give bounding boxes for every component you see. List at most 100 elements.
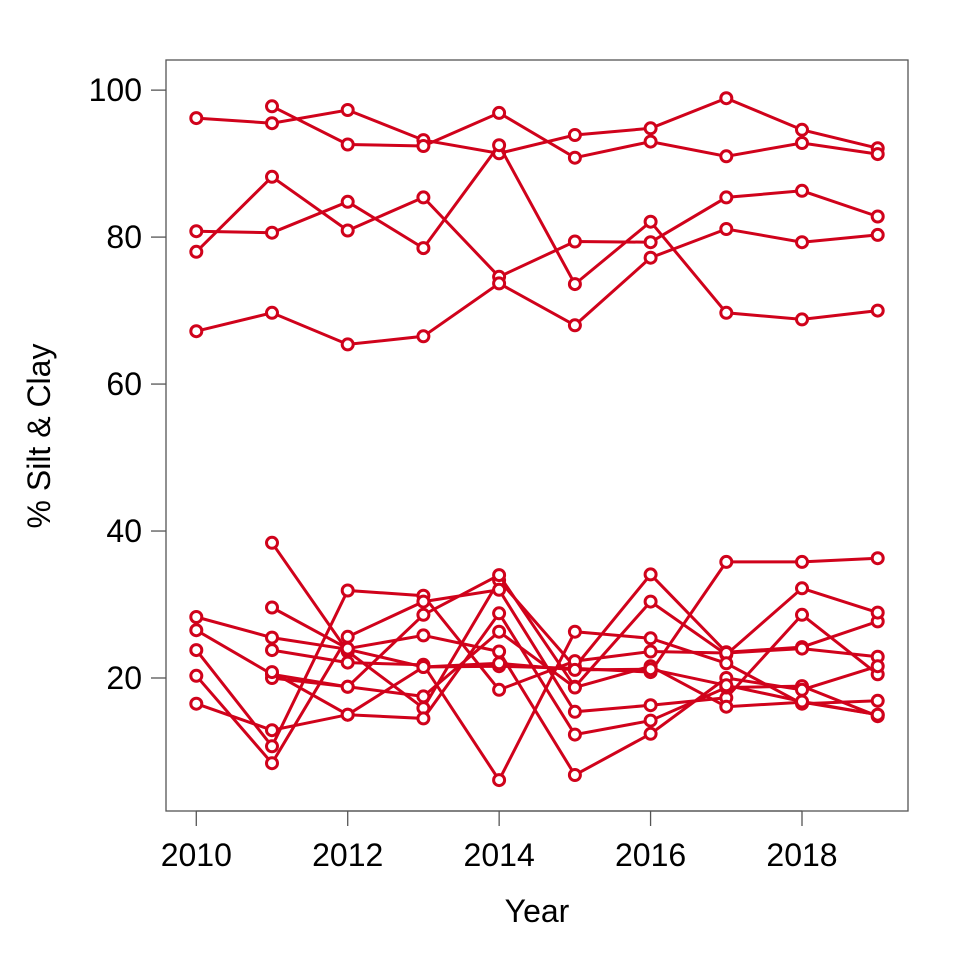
data-point	[265, 665, 279, 680]
data-point	[340, 629, 355, 644]
data-point	[795, 136, 809, 150]
data-point	[340, 679, 355, 694]
data-point	[265, 630, 279, 645]
series-group	[265, 656, 885, 722]
series-group	[265, 99, 885, 165]
data-point	[416, 660, 431, 674]
data-point	[492, 682, 507, 697]
series-layer	[189, 91, 885, 788]
y-axis-title: % Silt & Clay	[21, 344, 57, 529]
data-point	[416, 711, 431, 726]
data-point	[492, 105, 507, 120]
data-point	[795, 183, 809, 198]
data-point	[189, 610, 204, 624]
data-point	[567, 680, 582, 695]
data-point	[265, 535, 279, 550]
data-point	[340, 194, 355, 209]
x-tick-label: 2014	[464, 837, 535, 873]
data-point	[265, 756, 279, 771]
data-point	[265, 116, 279, 131]
data-point	[870, 605, 885, 620]
series-line	[195, 610, 879, 737]
data-point	[416, 594, 431, 609]
data-point	[492, 606, 507, 621]
series-line	[195, 588, 879, 766]
data-point	[795, 235, 809, 250]
data-point	[870, 659, 885, 674]
data-point	[567, 234, 582, 249]
data-point	[340, 337, 355, 352]
data-point	[189, 643, 204, 658]
data-point	[795, 122, 809, 137]
data-point	[492, 656, 507, 671]
data-point	[643, 713, 658, 728]
data-point	[567, 277, 582, 292]
data-point	[265, 225, 279, 240]
data-point	[795, 312, 809, 327]
data-point	[870, 707, 885, 722]
data-point	[719, 222, 734, 236]
data-point	[492, 138, 507, 153]
data-point	[643, 594, 658, 609]
data-point	[416, 628, 431, 643]
data-point	[416, 190, 431, 205]
series-group	[265, 600, 885, 782]
data-point	[795, 581, 809, 596]
data-point	[719, 656, 734, 671]
data-point	[567, 150, 582, 165]
series-line	[196, 96, 879, 155]
data-point	[567, 768, 582, 782]
data-point	[870, 693, 885, 708]
data-point	[870, 227, 885, 242]
data-point	[643, 235, 658, 250]
data-point	[643, 726, 658, 741]
data-point	[416, 241, 431, 256]
data-point	[265, 739, 279, 754]
y-axis: 20 40 60 80 100	[89, 72, 166, 696]
x-axis: 2010 2012 2014 2016 2018	[161, 810, 838, 873]
data-point	[567, 318, 582, 333]
data-point	[795, 554, 809, 569]
series-line	[195, 227, 878, 346]
data-point	[265, 723, 279, 738]
data-point	[189, 696, 204, 711]
data-point	[265, 99, 279, 114]
series-line	[195, 174, 879, 279]
series-group	[189, 222, 885, 352]
data-point	[492, 644, 507, 659]
data-point	[567, 704, 582, 719]
data-point	[265, 643, 279, 658]
data-point	[643, 662, 658, 677]
data-point	[567, 727, 582, 742]
data-point	[643, 631, 658, 646]
data-point	[870, 303, 885, 318]
data-point	[795, 682, 809, 697]
data-point	[189, 224, 204, 239]
series-line	[196, 142, 878, 321]
data-point	[340, 583, 355, 598]
data-point	[719, 91, 734, 106]
data-point	[492, 582, 507, 597]
data-point	[492, 568, 507, 583]
data-point	[643, 250, 658, 265]
data-point	[870, 209, 885, 224]
data-point	[189, 668, 204, 683]
data-point	[719, 554, 734, 569]
data-point	[340, 707, 355, 722]
data-point	[795, 641, 809, 656]
data-point	[265, 305, 279, 320]
data-point	[643, 214, 658, 229]
data-point	[795, 607, 809, 622]
series-group	[189, 138, 885, 327]
data-point	[719, 190, 734, 205]
y-tick-label: 40	[106, 513, 142, 549]
x-tick-label: 2018	[766, 837, 837, 873]
x-axis-title: Year	[505, 893, 570, 929]
y-tick-label: 60	[106, 366, 142, 402]
data-point	[795, 694, 809, 709]
data-point	[643, 134, 658, 149]
data-point	[416, 329, 431, 344]
data-point	[340, 641, 355, 656]
